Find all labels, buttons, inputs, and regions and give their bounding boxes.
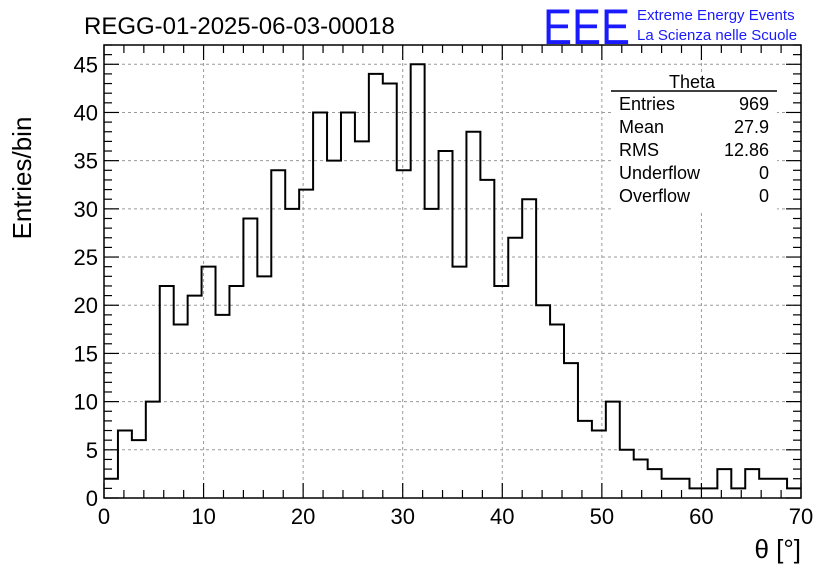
histogram-bin	[703, 488, 717, 498]
y-tick-label: 45	[74, 52, 98, 77]
x-tick-label: 40	[490, 504, 514, 529]
x-tick-label: 50	[590, 504, 614, 529]
histogram-bin	[132, 440, 146, 498]
logo-letters: EEE	[543, 0, 630, 55]
histogram-bin	[397, 170, 411, 498]
x-axis-title: θ [°]	[754, 534, 801, 564]
stats-label-rms: RMS	[619, 140, 659, 160]
histogram-bin	[536, 305, 550, 498]
histogram-bin	[411, 64, 425, 498]
stats-box: Theta Entries 969 Mean 27.9 RMS 12.86 Un…	[611, 72, 777, 212]
stats-label-overflow: Overflow	[619, 186, 691, 206]
histogram-bin	[285, 209, 299, 498]
stats-box-bg	[611, 73, 777, 212]
histogram-bin	[606, 402, 620, 498]
logo-line-2: La Scienza nelle Scuole	[637, 27, 797, 44]
histogram-bin	[425, 209, 439, 498]
histogram-bin	[592, 431, 606, 498]
histogram-bin	[257, 276, 271, 498]
y-tick-label: 40	[74, 100, 98, 125]
y-axis-title: Entries/bin	[7, 117, 37, 240]
histogram-bin	[271, 170, 285, 498]
y-tick-label: 20	[74, 293, 98, 318]
histogram-bin	[229, 286, 243, 498]
histogram-bin	[313, 112, 327, 498]
histogram-bin	[676, 479, 690, 498]
y-tick-label: 5	[86, 438, 98, 463]
y-tick-label: 15	[74, 341, 98, 366]
histogram-bin	[118, 431, 132, 498]
histogram	[104, 63, 801, 498]
histogram-bin	[522, 199, 536, 498]
histogram-bin	[160, 286, 174, 498]
y-tick-label: 0	[86, 486, 98, 511]
histogram-bin	[564, 363, 578, 498]
axes	[103, 44, 802, 499]
y-tick-label: 30	[74, 197, 98, 222]
x-tick-label: 0	[98, 504, 110, 529]
histogram-bin	[383, 84, 397, 498]
histogram-bin	[634, 459, 648, 498]
x-tick-label: 10	[191, 504, 215, 529]
tick-labels: 0 10 20 30 40 50 60 70 0 5 10 15 20 25 30 35 40 45	[74, 52, 814, 529]
stats-label-underflow: Underflow	[619, 163, 701, 183]
histogram-bin	[787, 488, 801, 498]
histogram-bin	[773, 479, 787, 498]
stats-value-rms: 12.86	[724, 140, 769, 160]
histogram-bin	[466, 132, 480, 498]
stats-value-overflow: 0	[759, 186, 769, 206]
histogram-bin	[202, 267, 216, 498]
histogram-bin	[341, 112, 355, 498]
histogram-outline	[104, 63, 801, 490]
stats-title: Theta	[669, 72, 716, 92]
x-tick-label: 30	[390, 504, 414, 529]
y-tick-label: 35	[74, 149, 98, 174]
stats-label-mean: Mean	[619, 117, 664, 137]
histogram-bin	[578, 421, 592, 498]
histogram-bin	[439, 151, 453, 498]
histogram-bin	[731, 488, 745, 498]
histogram-bin	[188, 296, 202, 498]
histogram-bin	[174, 325, 188, 498]
histogram-bin	[508, 238, 522, 498]
histogram-bin	[369, 74, 383, 498]
histogram-bin	[480, 180, 494, 498]
histogram-bin	[299, 190, 313, 498]
stats-value-entries: 969	[739, 94, 769, 114]
chart-title: REGG-01-2025-06-03-00018	[84, 13, 395, 40]
histogram-bin	[216, 315, 230, 498]
stats-value-underflow: 0	[759, 163, 769, 183]
histogram-bin	[146, 402, 160, 498]
histogram-bin	[717, 469, 731, 498]
histogram-bin	[243, 218, 257, 498]
x-tick-label: 20	[291, 504, 315, 529]
plot-frame	[103, 44, 802, 499]
y-tick-label: 10	[74, 390, 98, 415]
x-tick-label: 60	[689, 504, 713, 529]
eee-logo: EEE Extreme Energy Events La Scienza nel…	[543, 0, 797, 55]
y-tick-label: 25	[74, 245, 98, 270]
histogram-bin	[648, 469, 662, 498]
histogram-bin	[745, 469, 759, 498]
stats-label-entries: Entries	[619, 94, 675, 114]
histogram-bin	[494, 286, 508, 498]
x-tick-label: 70	[789, 504, 813, 529]
histogram-bin	[550, 325, 564, 498]
histogram-bin	[355, 141, 369, 498]
logo-line-1: Extreme Energy Events	[637, 7, 795, 24]
histogram-bin	[662, 479, 676, 498]
stats-value-mean: 27.9	[734, 117, 769, 137]
histogram-bin	[327, 161, 341, 498]
histogram-bin	[453, 267, 467, 498]
